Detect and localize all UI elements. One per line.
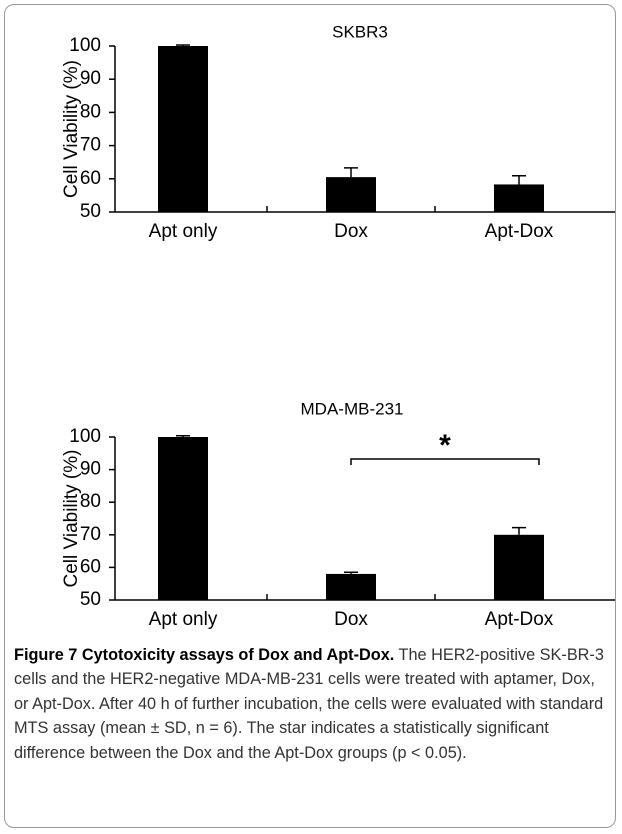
x-tick-label: Apt only [149, 221, 218, 242]
error-bar [176, 44, 190, 46]
caption-text: The HER2-positive SK-BR-3 cells and the … [14, 646, 604, 762]
caption-label: Figure 7 Cytotoxicity assays of Dox and … [14, 646, 395, 664]
y-tick-label: 60 [80, 168, 101, 189]
y-tick-label: 80 [80, 491, 101, 512]
chart-title: MDA-MB-231 [301, 399, 404, 418]
y-tick-label: 80 [80, 101, 101, 122]
caption: Figure 7 Cytotoxicity assays of Dox and … [14, 643, 610, 765]
bar [494, 534, 544, 600]
bar [494, 184, 544, 212]
error-bar [344, 167, 358, 178]
y-tick-label: 100 [69, 426, 101, 447]
y-tick-label: 90 [80, 68, 101, 89]
y-tick-label: 90 [80, 459, 101, 480]
error-bar [344, 571, 358, 574]
error-bar [512, 526, 526, 535]
bar [326, 573, 376, 600]
y-axis-label: Cell Viability (%) [61, 450, 82, 588]
x-tick-label: Apt-Dox [485, 221, 554, 242]
y-tick-label: 70 [80, 135, 101, 156]
x-tick-label: Apt-Dox [485, 609, 554, 630]
error-bar [176, 434, 190, 437]
figure-frame [4, 4, 616, 828]
y-tick-label: 50 [80, 201, 101, 222]
error-bar [512, 175, 526, 185]
y-tick-label: 60 [80, 556, 101, 577]
significance-marker: * [439, 429, 451, 462]
y-tick-label: 70 [80, 524, 101, 545]
x-tick-label: Dox [334, 221, 368, 242]
chart-title: SKBR3 [332, 22, 388, 41]
significance-bracket [350, 458, 540, 465]
bar [158, 437, 208, 600]
y-axis-label: Cell Viability (%) [61, 60, 82, 198]
x-tick-label: Apt only [149, 609, 218, 630]
y-tick-label: 50 [80, 589, 101, 610]
bar [326, 177, 376, 212]
bar [158, 46, 208, 212]
x-tick-label: Dox [334, 609, 368, 630]
y-tick-label: 100 [69, 35, 101, 56]
